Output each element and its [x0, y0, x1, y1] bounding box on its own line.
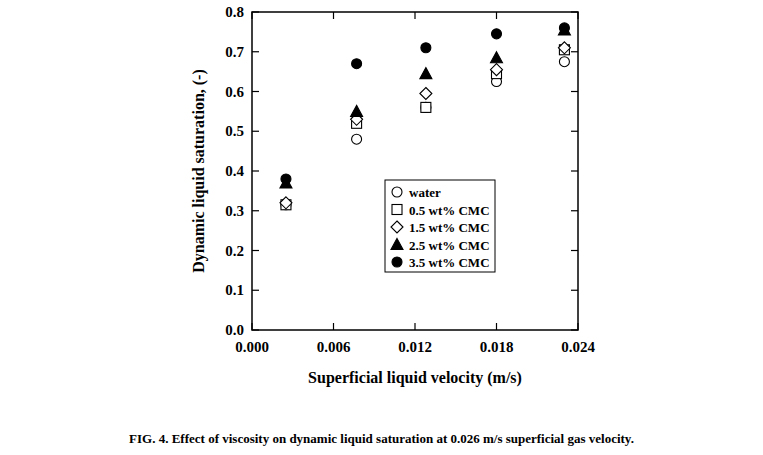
y-tick-right: [571, 290, 578, 291]
legend-marker: [391, 221, 403, 233]
point: [352, 134, 362, 144]
y-tick-right: [571, 11, 578, 12]
x-axis-label: Superficial liquid velocity (m/s): [308, 369, 522, 387]
point: [559, 57, 569, 67]
x-tick-label: 0.018: [480, 339, 514, 355]
y-tick-label: 0.5: [225, 123, 244, 139]
plot-frame: [252, 12, 578, 330]
point: [351, 105, 363, 116]
y-tick-right: [571, 250, 578, 251]
y-tick: [252, 250, 259, 251]
point: [558, 24, 570, 35]
legend-box: [385, 180, 495, 272]
y-tick-label: 0.7: [225, 44, 244, 60]
x-tick: [577, 323, 578, 330]
y-tick-label: 0.3: [225, 203, 244, 219]
legend-label: 1.5 wt% CMC: [409, 220, 490, 235]
point: [280, 197, 292, 209]
y-tick-label: 0.8: [225, 4, 244, 20]
y-tick: [252, 11, 259, 12]
point: [420, 87, 432, 99]
legend-label: water: [409, 185, 441, 200]
y-tick-label: 0.1: [225, 282, 244, 298]
y-tick: [252, 290, 259, 291]
point: [281, 174, 291, 184]
y-tick: [252, 51, 259, 52]
legend-label: 2.5 wt% CMC: [409, 238, 490, 253]
x-tick-top: [414, 12, 415, 19]
y-tick-label: 0.2: [225, 243, 244, 259]
chart: 0.0 0.1 0.2 0.3 0.4 0.5 0.6 0.7 0.8 0.000 0.006 0.0…: [0, 0, 763, 455]
y-tick-label: 0.0: [225, 322, 244, 338]
y-axis-label: Dynamic liquid saturation, (-): [190, 69, 208, 273]
y-tick-right: [571, 131, 578, 132]
y-tick-right: [571, 329, 578, 330]
caption: FIG. 4. Effect of viscosity on dynamic l…: [129, 431, 634, 446]
point: [352, 59, 362, 69]
x-tick-label: 0.024: [561, 339, 595, 355]
point: [559, 23, 569, 33]
x-tick-top: [251, 12, 252, 19]
point: [421, 43, 431, 53]
point: [421, 102, 431, 112]
point: [420, 68, 432, 79]
point: [492, 29, 502, 39]
legend-marker: [392, 187, 402, 197]
legend-marker: [392, 257, 402, 267]
y-tick-label: 0.6: [225, 84, 244, 100]
y-tick: [252, 91, 259, 92]
x-tick: [251, 323, 252, 330]
legend-marker: [392, 205, 402, 215]
y-tick: [252, 131, 259, 132]
y-tick: [252, 210, 259, 211]
y-tick-right: [571, 91, 578, 92]
y-tick: [252, 170, 259, 171]
y-tick-right: [571, 51, 578, 52]
x-tick-label: 0.000: [235, 339, 269, 355]
point: [558, 42, 570, 54]
x-tick-label: 0.012: [398, 339, 432, 355]
x-tick: [414, 323, 415, 330]
point: [421, 102, 431, 112]
x-tick: [496, 323, 497, 330]
legend-label: 0.5 wt% CMC: [409, 203, 490, 218]
y-tick-right: [571, 170, 578, 171]
y-tick: [252, 329, 259, 330]
legend-marker: [391, 239, 403, 250]
point: [491, 64, 503, 76]
y-tick-right: [571, 210, 578, 211]
x-tick-label: 0.006: [317, 339, 351, 355]
y-tick-label: 0.4: [225, 163, 244, 179]
point: [491, 52, 503, 63]
x-tick: [333, 323, 334, 330]
x-tick-top: [577, 12, 578, 19]
x-tick-top: [333, 12, 334, 19]
legend-label: 3.5 wt% CMC: [409, 255, 490, 270]
x-tick-top: [496, 12, 497, 19]
